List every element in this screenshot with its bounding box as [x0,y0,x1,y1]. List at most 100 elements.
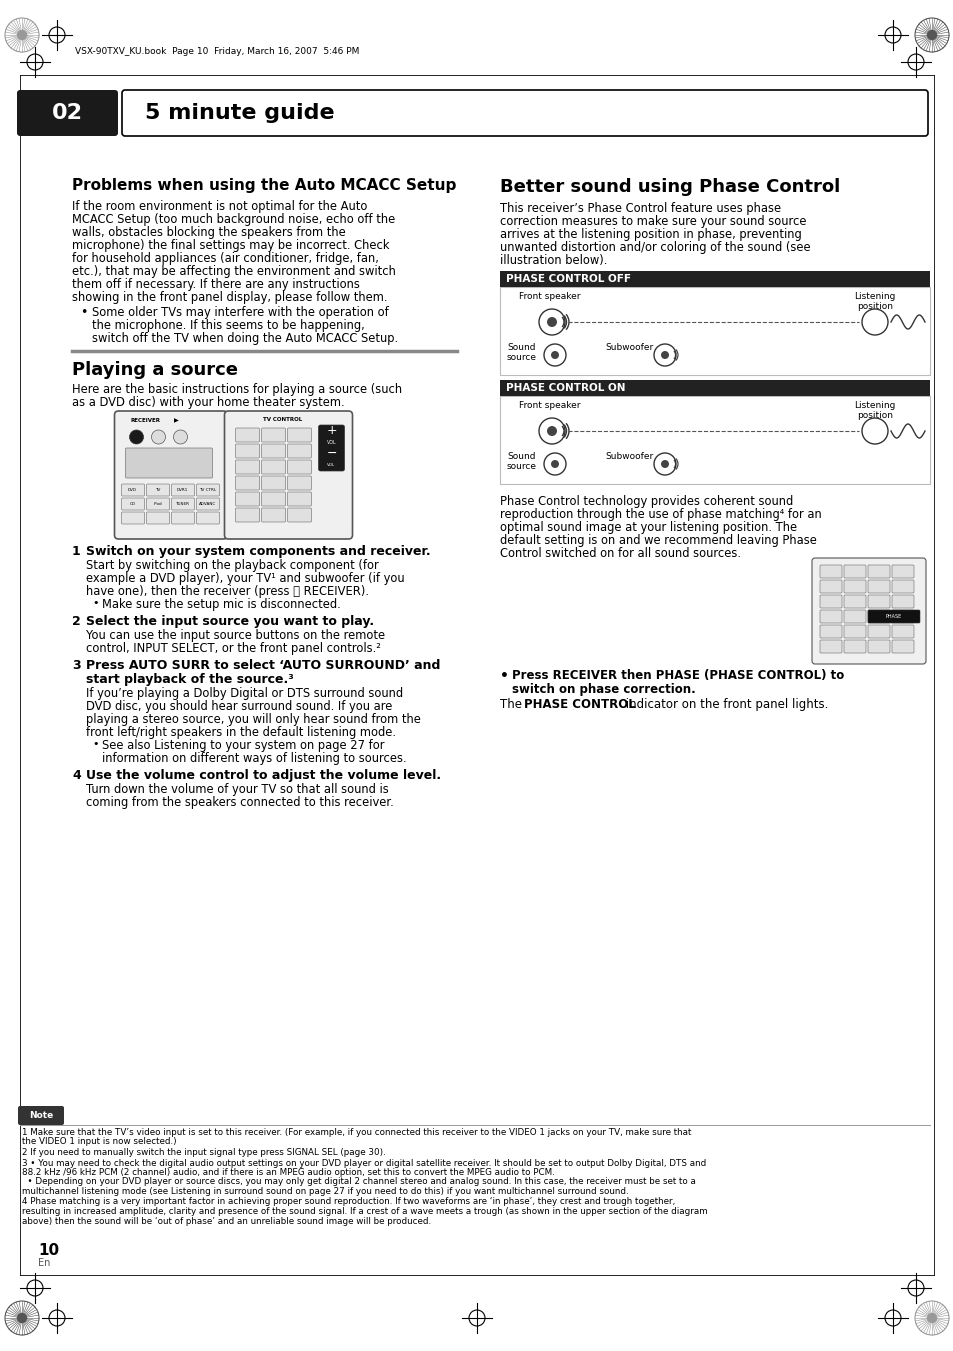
FancyBboxPatch shape [122,91,927,136]
Text: above) then the sound will be ‘out of phase’ and an unreliable sound image will : above) then the sound will be ‘out of ph… [22,1216,431,1225]
FancyBboxPatch shape [287,428,312,442]
Text: ADVANC: ADVANC [198,503,216,507]
FancyBboxPatch shape [196,499,219,509]
Text: Turn down the volume of your TV so that all sound is: Turn down the volume of your TV so that … [86,784,388,796]
Text: Control switched on for all sound sources.: Control switched on for all sound source… [499,547,740,561]
Text: DVD: DVD [128,488,137,492]
FancyBboxPatch shape [172,512,194,524]
FancyBboxPatch shape [891,594,913,608]
Text: 2: 2 [71,615,81,628]
Text: the microphone. If this seems to be happening,: the microphone. If this seems to be happ… [91,319,364,332]
Text: See also Listening to your system on page 27 for: See also Listening to your system on pag… [102,739,384,753]
Text: 1: 1 [71,544,81,558]
FancyBboxPatch shape [499,272,929,286]
FancyBboxPatch shape [843,640,865,653]
Text: •: • [91,598,98,608]
Text: PHASE CONTROL ON: PHASE CONTROL ON [505,382,625,393]
Text: Front speaker: Front speaker [518,292,580,301]
FancyBboxPatch shape [820,580,841,593]
FancyBboxPatch shape [867,611,889,623]
Bar [499,286,929,376]
Text: Switch on your system components and receiver.: Switch on your system components and rec… [86,544,430,558]
Text: information on different ways of listening to sources.: information on different ways of listeni… [102,753,406,765]
FancyBboxPatch shape [235,459,259,474]
FancyBboxPatch shape [867,580,889,593]
Text: DVR1: DVR1 [176,488,188,492]
Text: Front speaker: Front speaker [518,401,580,409]
Circle shape [173,430,188,444]
Text: Listening
position: Listening position [854,292,895,311]
Text: as a DVD disc) with your home theater system.: as a DVD disc) with your home theater sy… [71,396,344,409]
FancyBboxPatch shape [126,449,213,478]
Text: If you’re playing a Dolby Digital or DTS surround sound: If you’re playing a Dolby Digital or DTS… [86,688,403,700]
FancyBboxPatch shape [811,558,925,663]
Circle shape [551,351,558,359]
Text: En: En [38,1258,51,1269]
Text: This receiver’s Phase Control feature uses phase: This receiver’s Phase Control feature us… [499,203,781,215]
FancyBboxPatch shape [147,512,170,524]
Circle shape [130,430,143,444]
FancyBboxPatch shape [843,594,865,608]
Text: TV: TV [154,488,160,492]
Text: • Depending on your DVD player or source discs, you may only get digital 2 chann: • Depending on your DVD player or source… [22,1178,695,1186]
FancyBboxPatch shape [867,626,889,638]
Text: Sound
source: Sound source [506,453,537,471]
FancyBboxPatch shape [235,508,259,521]
Text: Start by switching on the playback component (for: Start by switching on the playback compo… [86,559,378,571]
Text: 5 minute guide: 5 minute guide [145,103,335,123]
Text: iPod: iPod [153,503,162,507]
FancyBboxPatch shape [196,512,219,524]
Text: 88.2 kHz /96 kHz PCM (2 channel) audio, and if there is an MPEG audio option, se: 88.2 kHz /96 kHz PCM (2 channel) audio, … [22,1169,554,1177]
FancyBboxPatch shape [843,626,865,638]
Text: example a DVD player), your TV¹ and subwoofer (if you: example a DVD player), your TV¹ and subw… [86,571,404,585]
FancyBboxPatch shape [147,499,170,509]
Text: them off if necessary. If there are any instructions: them off if necessary. If there are any … [71,278,359,290]
Text: 1 Make sure that the TV’s video input is set to this receiver. (For example, if : 1 Make sure that the TV’s video input is… [22,1128,691,1138]
Text: 4 Phase matching is a very important factor in achieving proper sound reproducti: 4 Phase matching is a very important fac… [22,1197,675,1206]
FancyBboxPatch shape [891,611,913,623]
FancyBboxPatch shape [114,411,227,539]
Text: Sound
source: Sound source [506,343,537,362]
Circle shape [546,426,557,436]
Text: multichannel listening mode (see Listening in surround sound on page 27 if you n: multichannel listening mode (see Listeni… [22,1188,628,1196]
Text: +: + [326,424,336,438]
Text: have one), then the receiver (press ⎉ RECEIVER).: have one), then the receiver (press ⎉ RE… [86,585,369,598]
Text: Some older TVs may interfere with the operation of: Some older TVs may interfere with the op… [91,305,388,319]
Text: switch on phase correction.: switch on phase correction. [512,684,695,696]
FancyBboxPatch shape [261,459,285,474]
Text: PHASE: PHASE [885,613,902,619]
FancyBboxPatch shape [121,499,144,509]
Text: start playback of the source.³: start playback of the source.³ [86,673,294,686]
FancyBboxPatch shape [318,426,344,471]
Text: indicator on the front panel lights.: indicator on the front panel lights. [621,698,827,711]
FancyBboxPatch shape [867,640,889,653]
Text: You can use the input source buttons on the remote: You can use the input source buttons on … [86,630,385,642]
Circle shape [926,1313,936,1323]
Text: Phase Control technology provides coherent sound: Phase Control technology provides cohere… [499,494,792,508]
Bar [499,396,929,484]
Text: Select the input source you want to play.: Select the input source you want to play… [86,615,374,628]
Text: RECEIVER: RECEIVER [131,417,160,423]
FancyBboxPatch shape [224,411,352,539]
Circle shape [17,1313,27,1323]
Text: resulting in increased amplitude, clarity and presence of the sound signal. If a: resulting in increased amplitude, clarit… [22,1206,707,1216]
FancyBboxPatch shape [820,565,841,578]
FancyBboxPatch shape [261,428,285,442]
FancyBboxPatch shape [235,492,259,507]
Text: front left/right speakers in the default listening mode.: front left/right speakers in the default… [86,725,395,739]
Text: ▶: ▶ [173,417,178,423]
Text: correction measures to make sure your sound source: correction measures to make sure your so… [499,215,805,228]
Text: PHASE CONTROL: PHASE CONTROL [523,698,635,711]
Text: The: The [499,698,525,711]
Text: If the room environment is not optimal for the Auto: If the room environment is not optimal f… [71,200,367,213]
Text: TV CONTROL: TV CONTROL [263,417,302,422]
FancyBboxPatch shape [235,476,259,490]
Text: VSX-90TXV_KU.book  Page 10  Friday, March 16, 2007  5:46 PM: VSX-90TXV_KU.book Page 10 Friday, March … [75,47,359,57]
Text: unwanted distortion and/or coloring of the sound (see: unwanted distortion and/or coloring of t… [499,240,810,254]
Circle shape [660,351,668,359]
Text: Press RECEIVER then PHASE (PHASE CONTROL) to: Press RECEIVER then PHASE (PHASE CONTROL… [512,669,843,682]
Text: Better sound using Phase Control: Better sound using Phase Control [499,178,840,196]
FancyBboxPatch shape [235,428,259,442]
Text: 3: 3 [71,659,81,671]
FancyBboxPatch shape [121,512,144,524]
